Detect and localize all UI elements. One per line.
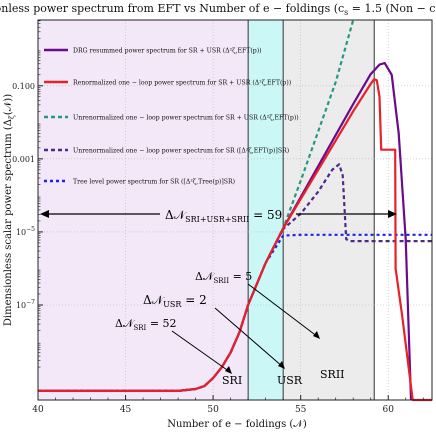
y-tick-label-1: 10−5	[16, 226, 35, 237]
legend-entry-2: Unrenormalized one − loop power spectrum…	[73, 115, 299, 122]
chart-title: Dimensionless power spectrum from EFT vs…	[0, 2, 436, 17]
x-tick-label-3: 55	[295, 405, 307, 415]
annotations: Δ𝒩SRI+USR+SRII = 59 Δ𝒩SRII = 5 Δ𝒩USR = 2…	[40, 208, 397, 387]
legend-entry-1: Renormalized one − loop power spectrum f…	[73, 80, 291, 87]
sri-span-label: Δ𝒩SRI = 52	[115, 317, 177, 332]
legend-entry-3: Unrenormalized one − loop power spectrum…	[73, 148, 289, 155]
y-tick-label-2: 0.001	[12, 155, 35, 164]
region-label-usr: USR	[277, 374, 303, 387]
total-span-arrow	[40, 210, 397, 218]
sri-pointer	[171, 330, 231, 373]
y-axis-label: Dimensionless scalar power spectrum (Δζ(…	[3, 94, 16, 326]
srii-pointer	[247, 283, 319, 338]
axes: 40 45 50 55 60 10−7 10−5 0.001 0.100	[12, 19, 433, 415]
usr-pointer-head	[278, 361, 285, 369]
region-srii	[283, 20, 375, 400]
srii-span-label: Δ𝒩SRII = 5	[195, 270, 252, 285]
series-line-1	[38, 78, 432, 402]
region-label-srii: SRII	[320, 368, 345, 381]
usr-pointer	[214, 307, 284, 368]
region-label-sri: SRI	[222, 374, 242, 387]
y-tick-label-3: 0.100	[12, 82, 35, 91]
total-span-label: Δ𝒩SRI+USR+SRII = 59	[165, 208, 282, 224]
x-tick-label-1: 45	[120, 405, 132, 415]
legend-entry-4: Tree level power spectrum for SR ([Δ²ζ,T…	[73, 179, 235, 186]
legend: DRG resummed power spectrum for SR + USR…	[44, 48, 299, 186]
series-lines	[38, 19, 432, 402]
legend-entry-0: DRG resummed power spectrum for SR + USR…	[73, 48, 262, 55]
srii-pointer-head	[313, 331, 320, 339]
sri-pointer-head	[225, 366, 232, 374]
region-usr	[248, 20, 284, 400]
x-tick-label-4: 60	[382, 405, 394, 415]
x-axis-label: Number of e − foldings (𝒩)	[167, 419, 307, 430]
x-tick-label-0: 40	[32, 405, 44, 415]
usr-span-label: Δ𝒩USR = 2	[143, 293, 207, 309]
x-tick-label-2: 50	[207, 405, 219, 415]
y-tick-label-0: 10−7	[16, 299, 35, 310]
region-sri	[38, 20, 249, 400]
